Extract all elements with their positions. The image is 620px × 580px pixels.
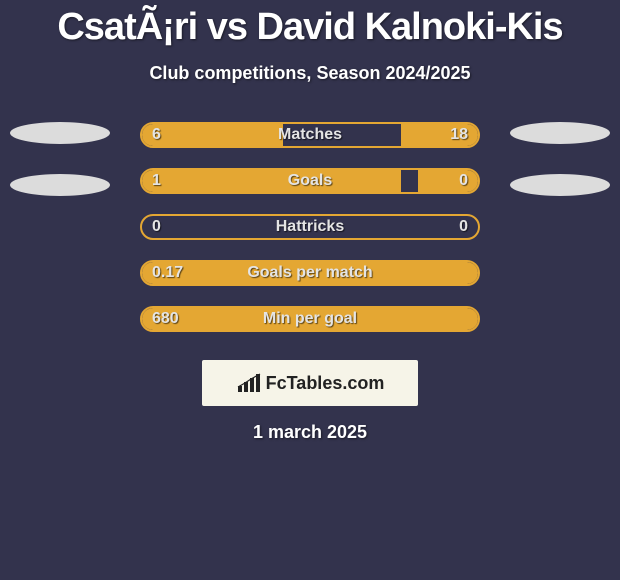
stat-label: Min per goal: [0, 306, 620, 332]
stat-row: 680Min per goal: [0, 306, 620, 352]
stat-row: 10Goals: [0, 168, 620, 214]
stat-row: 00Hattricks: [0, 214, 620, 260]
subtitle: Club competitions, Season 2024/2025: [0, 49, 620, 84]
stat-label: Matches: [0, 122, 620, 148]
logo-box: FcTables.com: [202, 360, 418, 406]
date-label: 1 march 2025: [0, 406, 620, 443]
page-title: CsatÃ¡ri vs David Kalnoki-Kis: [0, 0, 620, 49]
fctables-chart-icon: [236, 372, 262, 394]
stat-label: Hattricks: [0, 214, 620, 240]
stat-row: 0.17Goals per match: [0, 260, 620, 306]
stat-row: 618Matches: [0, 122, 620, 168]
stat-label: Goals per match: [0, 260, 620, 286]
comparison-chart: 618Matches10Goals00Hattricks0.17Goals pe…: [0, 122, 620, 352]
logo-text: FcTables.com: [266, 373, 385, 394]
stat-label: Goals: [0, 168, 620, 194]
